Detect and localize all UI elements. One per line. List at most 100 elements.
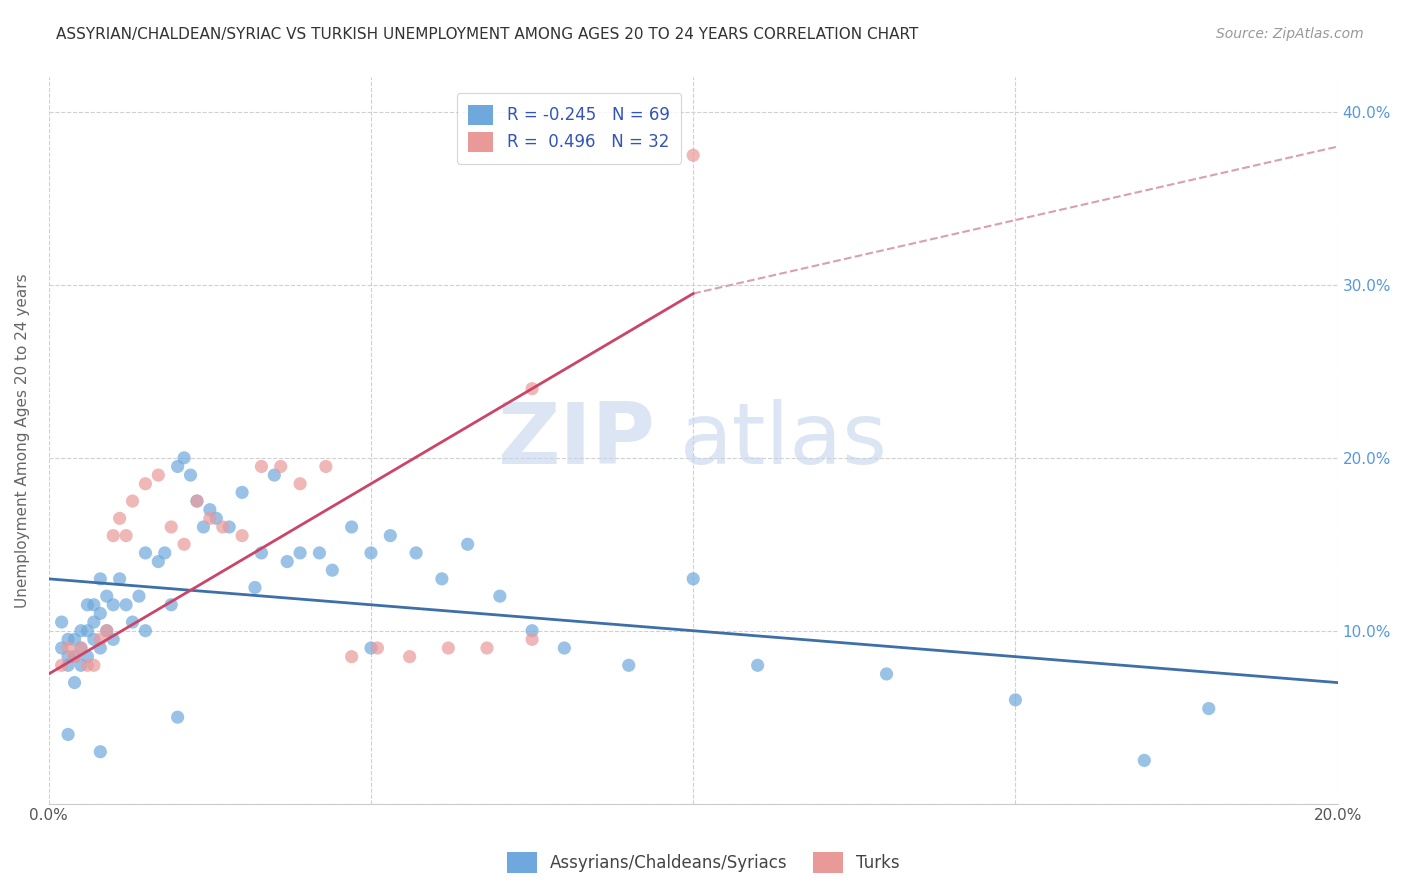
Point <box>250 459 273 474</box>
Point <box>553 640 575 655</box>
Point <box>231 485 253 500</box>
Point <box>63 649 86 664</box>
Point <box>340 520 363 534</box>
Point <box>63 649 86 664</box>
Point <box>56 640 79 655</box>
Point <box>366 640 388 655</box>
Point <box>315 459 337 474</box>
Point <box>56 658 79 673</box>
Point <box>173 450 195 465</box>
Point <box>243 581 266 595</box>
Point <box>1004 693 1026 707</box>
Point <box>457 537 479 551</box>
Legend: R = -0.245   N = 69, R =  0.496   N = 32: R = -0.245 N = 69, R = 0.496 N = 32 <box>457 93 681 164</box>
Point <box>148 555 170 569</box>
Point <box>70 640 93 655</box>
Point <box>134 624 156 638</box>
Point <box>270 459 292 474</box>
Point <box>198 502 221 516</box>
Point <box>89 632 111 647</box>
Point <box>96 624 118 638</box>
Point <box>148 468 170 483</box>
Point <box>83 632 105 647</box>
Point <box>103 598 125 612</box>
Point <box>288 546 311 560</box>
Point <box>186 494 208 508</box>
Point <box>70 640 93 655</box>
Point <box>56 632 79 647</box>
Point <box>153 546 176 560</box>
Point <box>83 598 105 612</box>
Point <box>489 589 512 603</box>
Legend: Assyrians/Chaldeans/Syriacs, Turks: Assyrians/Chaldeans/Syriacs, Turks <box>501 846 905 880</box>
Point <box>520 382 543 396</box>
Point <box>308 546 330 560</box>
Point <box>89 607 111 621</box>
Point <box>108 572 131 586</box>
Point <box>475 640 498 655</box>
Point <box>437 640 460 655</box>
Point <box>96 589 118 603</box>
Point <box>682 148 704 162</box>
Point <box>89 640 111 655</box>
Point <box>166 459 188 474</box>
Point <box>198 511 221 525</box>
Point <box>115 528 138 542</box>
Point <box>134 546 156 560</box>
Point <box>160 598 183 612</box>
Point <box>231 528 253 542</box>
Point <box>76 598 98 612</box>
Point <box>51 640 73 655</box>
Point <box>76 649 98 664</box>
Point <box>63 675 86 690</box>
Y-axis label: Unemployment Among Ages 20 to 24 years: Unemployment Among Ages 20 to 24 years <box>15 273 30 607</box>
Point <box>70 624 93 638</box>
Point <box>398 649 420 664</box>
Point <box>108 511 131 525</box>
Text: ASSYRIAN/CHALDEAN/SYRIAC VS TURKISH UNEMPLOYMENT AMONG AGES 20 TO 24 YEARS CORRE: ASSYRIAN/CHALDEAN/SYRIAC VS TURKISH UNEM… <box>56 27 918 42</box>
Point <box>103 528 125 542</box>
Point <box>89 745 111 759</box>
Point <box>103 632 125 647</box>
Point <box>166 710 188 724</box>
Point <box>276 555 298 569</box>
Point <box>1198 701 1220 715</box>
Point <box>51 658 73 673</box>
Point <box>128 589 150 603</box>
Point <box>76 624 98 638</box>
Point <box>89 572 111 586</box>
Point <box>380 528 402 542</box>
Point <box>83 658 105 673</box>
Point <box>1133 753 1156 767</box>
Point <box>193 520 215 534</box>
Point <box>76 658 98 673</box>
Text: ZIP: ZIP <box>496 399 655 482</box>
Point <box>747 658 769 673</box>
Point <box>340 649 363 664</box>
Text: Source: ZipAtlas.com: Source: ZipAtlas.com <box>1216 27 1364 41</box>
Point <box>121 494 143 508</box>
Point <box>83 615 105 629</box>
Point <box>115 598 138 612</box>
Point <box>250 546 273 560</box>
Point <box>211 520 233 534</box>
Point <box>405 546 427 560</box>
Point <box>682 572 704 586</box>
Point <box>218 520 240 534</box>
Point <box>173 537 195 551</box>
Point <box>180 468 202 483</box>
Point <box>186 494 208 508</box>
Point <box>160 520 183 534</box>
Point <box>51 615 73 629</box>
Point <box>288 476 311 491</box>
Point <box>617 658 640 673</box>
Point <box>321 563 343 577</box>
Point <box>360 640 382 655</box>
Point <box>360 546 382 560</box>
Point <box>876 667 898 681</box>
Point <box>56 649 79 664</box>
Point <box>263 468 285 483</box>
Point <box>520 632 543 647</box>
Point <box>520 624 543 638</box>
Point <box>56 727 79 741</box>
